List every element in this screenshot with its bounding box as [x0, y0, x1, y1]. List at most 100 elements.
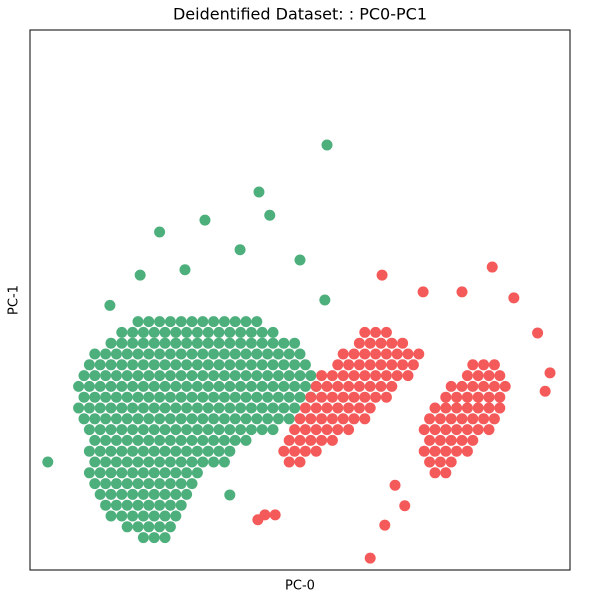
- scatter-point: [181, 424, 193, 436]
- scatter-point: [213, 326, 225, 338]
- scatter-point: [191, 467, 203, 479]
- scatter-point: [175, 478, 187, 490]
- scatter-point: [245, 402, 257, 414]
- scatter-point: [337, 370, 349, 382]
- scatter-point: [478, 359, 490, 371]
- scatter-point: [94, 402, 106, 414]
- scatter-point: [294, 348, 306, 360]
- scatter-point: [397, 337, 409, 349]
- scatter-point: [110, 456, 122, 468]
- scatter-point: [175, 456, 187, 468]
- scatter-point: [175, 348, 187, 360]
- scatter-point: [289, 445, 301, 457]
- scatter-point: [380, 348, 392, 360]
- scatter-point: [100, 434, 112, 446]
- scatter-point: [175, 316, 187, 328]
- scatter-point: [137, 326, 149, 338]
- scatter-point: [94, 445, 106, 457]
- scatter-point: [299, 445, 311, 457]
- scatter-point: [143, 456, 155, 468]
- scatter-point: [402, 348, 414, 360]
- scatter-point: [202, 445, 214, 457]
- scatter-point: [488, 413, 500, 425]
- scatter-point: [143, 370, 155, 382]
- scatter-point: [413, 348, 425, 360]
- scatter-point: [483, 424, 495, 436]
- scatter-point: [316, 434, 328, 446]
- scatter-point: [116, 424, 128, 436]
- scatter-point: [299, 424, 311, 436]
- scatter-point: [132, 370, 144, 382]
- scatter-point: [440, 391, 452, 403]
- scatter-point: [159, 402, 171, 414]
- scatter-point: [181, 467, 193, 479]
- scatter-point: [110, 413, 122, 425]
- scatter-point: [267, 326, 279, 338]
- scatter-point: [83, 424, 95, 436]
- scatter-point: [105, 359, 117, 371]
- scatter-point: [245, 337, 257, 349]
- scatter-point: [148, 359, 160, 371]
- scatter-point: [256, 380, 268, 392]
- scatter-point: [191, 445, 203, 457]
- scatter-point: [218, 348, 230, 360]
- plot-marks: [42, 139, 556, 564]
- scatter-point: [337, 348, 349, 360]
- scatter-point: [267, 402, 279, 414]
- scatter-point: [267, 337, 279, 349]
- scatter-point: [256, 337, 268, 349]
- scatter-point: [240, 391, 252, 403]
- scatter-point: [213, 359, 225, 371]
- scatter-point: [251, 413, 263, 425]
- scatter-point: [143, 413, 155, 425]
- scatter-point: [251, 316, 263, 328]
- scatter-point: [143, 478, 155, 490]
- scatter-point: [235, 424, 247, 436]
- scatter-point: [256, 326, 268, 338]
- scatter-point: [224, 445, 236, 457]
- scatter-point: [299, 380, 311, 392]
- scatter-point: [440, 445, 452, 457]
- scatter-point: [224, 326, 236, 338]
- scatter-point: [208, 370, 220, 382]
- scatter-point: [191, 359, 203, 371]
- scatter-point: [348, 370, 360, 382]
- scatter-point: [305, 434, 317, 446]
- scatter-point: [143, 348, 155, 360]
- scatter-point: [283, 370, 295, 382]
- scatter-point: [148, 532, 160, 544]
- scatter-point: [208, 316, 220, 328]
- scatter-point: [164, 370, 176, 382]
- scatter-point: [170, 359, 182, 371]
- scatter-point: [170, 424, 182, 436]
- scatter-point: [283, 456, 295, 468]
- scatter-point: [170, 402, 182, 414]
- scatter-point: [148, 488, 160, 500]
- scatter-point: [251, 348, 263, 360]
- scatter-point: [159, 424, 171, 436]
- scatter-point: [429, 467, 441, 479]
- scatter-point: [116, 337, 128, 349]
- scatter-point: [294, 413, 306, 425]
- scatter-point: [132, 521, 144, 533]
- scatter-point: [283, 391, 295, 403]
- scatter-point: [326, 370, 338, 382]
- scatter-point: [164, 478, 176, 490]
- scatter-point: [488, 380, 500, 392]
- scatter-point: [100, 413, 112, 425]
- scatter-point: [310, 445, 322, 457]
- scatter-point: [186, 478, 198, 490]
- scatter-point: [332, 424, 344, 436]
- scatter-point: [229, 316, 241, 328]
- scatter-point: [105, 467, 117, 479]
- scatter-point: [170, 326, 182, 338]
- scatter-point: [137, 445, 149, 457]
- scatter-point: [159, 488, 171, 500]
- scatter-point: [256, 359, 268, 371]
- scatter-point: [148, 337, 160, 349]
- scatter-point: [272, 370, 284, 382]
- scatter-point: [418, 445, 430, 457]
- scatter-point: [213, 445, 225, 457]
- scatter-point: [213, 337, 225, 349]
